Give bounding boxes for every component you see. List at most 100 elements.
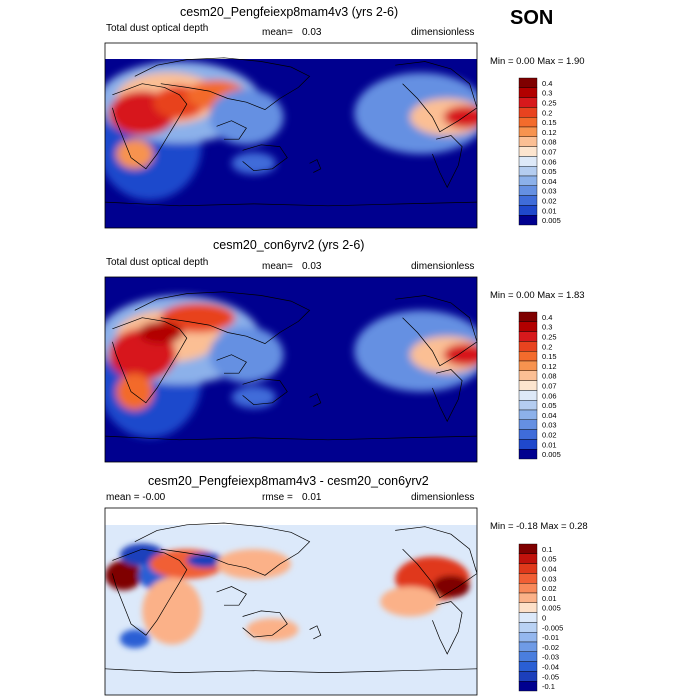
- coastline-1-4: [242, 144, 288, 171]
- coastline-2-8: [105, 435, 477, 441]
- polar-gap-3: [105, 508, 477, 525]
- colorbar-1-tick-label-14: 0.01: [542, 206, 557, 215]
- colorbar-2-swatch-6: [518, 360, 538, 372]
- field-region-2-11: [443, 343, 477, 366]
- colorbar-1-swatch-1: [518, 77, 538, 89]
- coastline-3-3: [216, 586, 247, 606]
- colorbar-2-tick-label-5: 0.15: [542, 352, 557, 361]
- colorbar-1-tick-label-1: 0.4: [542, 79, 552, 88]
- field-region-3-5: [186, 552, 225, 568]
- panel-2-variable-label: Total dust optical depth: [106, 257, 209, 268]
- panel-2-minmax: Min = 0.00 Max = 1.83: [490, 290, 585, 301]
- colorbar-3-tick-label-11: -0.02: [542, 643, 559, 652]
- colorbar-3-swatch-9: [518, 622, 538, 633]
- colorbar-3-swatch-1: [518, 543, 538, 555]
- map-panel-2: [104, 276, 478, 463]
- map-frame-3: [104, 507, 478, 696]
- colorbar-1-swatch-3: [518, 97, 538, 108]
- coastline-3-5: [309, 625, 322, 640]
- colorbar-1-swatch-6: [518, 126, 538, 138]
- panel-3-mean-label: mean = -0.00: [106, 492, 166, 503]
- colorbar-3-tick-label-15: -0.1: [542, 682, 555, 691]
- field-region-2-8: [209, 326, 284, 383]
- colorbar-1-tick-label-15: 0.005: [542, 216, 561, 225]
- colorbar-3-tick-label-13: -0.04: [542, 663, 559, 672]
- coastline-1-2: [134, 57, 311, 110]
- colorbar-3-swatch-10: [518, 632, 538, 643]
- colorbar-3-swatch-3: [518, 563, 538, 574]
- coastline-2-4: [242, 378, 288, 405]
- colorbar-3-swatch-11: [518, 641, 538, 653]
- field-region-3-9: [246, 618, 299, 641]
- colorbar-1-swatch-2: [518, 87, 538, 98]
- colorbar-3-swatch-12: [518, 651, 538, 662]
- colorbar-1-swatch-15: [518, 214, 538, 226]
- field-region-2-5: [160, 302, 236, 333]
- colorbar-2-tick-label-14: 0.01: [542, 440, 557, 449]
- panel-1-units: dimensionless: [411, 27, 475, 38]
- colorbar-3-swatch-2: [518, 553, 538, 564]
- colorbar-1-swatch-8: [518, 146, 538, 157]
- coastline-3-7: [432, 601, 463, 655]
- season-label: SON: [510, 7, 554, 29]
- colorbar-2-swatch-10: [518, 400, 538, 411]
- colorbar-2-swatch-11: [518, 409, 538, 421]
- map-panel-3: [104, 507, 478, 696]
- coastline-2-7: [432, 369, 463, 423]
- colorbar-1-tick-label-13: 0.02: [542, 197, 557, 206]
- colorbar-1-swatch-9: [518, 156, 538, 167]
- colorbar-2-swatch-9: [518, 390, 538, 401]
- colorbar-2-swatch-4: [518, 341, 538, 352]
- panel-2-units: dimensionless: [411, 261, 475, 272]
- colorbar-2-tick-label-11: 0.04: [542, 411, 557, 420]
- map-frame-2: [104, 276, 478, 463]
- colorbar-3-tick-label-5: 0.02: [542, 584, 557, 593]
- coastline-1-3: [216, 120, 247, 140]
- colorbar-2-tick-label-7: 0.08: [542, 372, 557, 381]
- panel-3-rmse-label: rmse =: [262, 492, 293, 503]
- coastline-2-5: [309, 393, 322, 407]
- field-region-3-1: [105, 560, 143, 591]
- colorbar-3-tick-label-4: 0.03: [542, 574, 557, 583]
- colorbar-1-swatch-7: [518, 136, 538, 147]
- coastline-2-6: [395, 295, 477, 367]
- colorbar-3-tick-label-14: -0.05: [542, 672, 559, 681]
- panel-3-title: cesm20_Pengfeiexp8mam4v3 - cesm20_con6yr…: [148, 474, 429, 488]
- coastline-3-2: [134, 522, 311, 576]
- panel-3-units: dimensionless: [411, 492, 475, 503]
- colorbar-1-swatch-10: [518, 165, 538, 177]
- colorbar-1-tick-label-5: 0.15: [542, 118, 557, 127]
- colorbar-3-swatch-15: [518, 681, 538, 692]
- colorbar-2-swatch-13: [518, 429, 538, 440]
- coastline-2-3: [216, 354, 247, 374]
- colorbar-1-tick-label-3: 0.25: [542, 99, 557, 108]
- colorbar-3-tick-label-2: 0.05: [542, 555, 557, 564]
- panel-3-minmax: Min = -0.18 Max = 0.28: [490, 521, 588, 532]
- colorbar-2-swatch-12: [518, 419, 538, 430]
- colorbar-2-tick-label-10: 0.05: [542, 401, 557, 410]
- panel-1-minmax: Min = 0.00 Max = 1.90: [490, 56, 585, 67]
- colorbar-3-tick-label-1: 0.1: [542, 545, 552, 554]
- panel-1-variable-label: Total dust optical depth: [106, 23, 209, 34]
- colorbar-3-tick-label-10: -0.01: [542, 633, 559, 642]
- colorbar-3-swatch-4: [518, 573, 538, 584]
- coastline-2-2: [134, 291, 311, 344]
- field-region-3-8: [216, 549, 291, 580]
- panel-1-mean-label: mean=: [262, 27, 293, 38]
- colorbar-1-swatch-4: [518, 107, 538, 118]
- panel-1-mean-value: 0.03: [302, 27, 322, 38]
- colorbar-2-tick-label-6: 0.12: [542, 362, 557, 371]
- colorbar-2-tick-label-15: 0.005: [542, 450, 561, 459]
- colorbar-1-tick-label-7: 0.08: [542, 138, 557, 147]
- colorbar-2-tick-label-12: 0.03: [542, 421, 557, 430]
- field-region-2-7: [116, 373, 154, 411]
- colorbar-2-tick-label-2: 0.3: [542, 323, 552, 332]
- colorbar-3-tick-label-6: 0.01: [542, 594, 557, 603]
- coastline-3-8: [105, 668, 477, 673]
- field-region-2-12: [231, 386, 277, 409]
- colorbar-3-tick-label-9: -0.005: [542, 623, 563, 632]
- coastline-3-1: [112, 548, 188, 636]
- colorbar-2-tick-label-4: 0.2: [542, 342, 552, 351]
- polar-gap-1: [105, 43, 477, 59]
- coastline-1-7: [432, 135, 463, 189]
